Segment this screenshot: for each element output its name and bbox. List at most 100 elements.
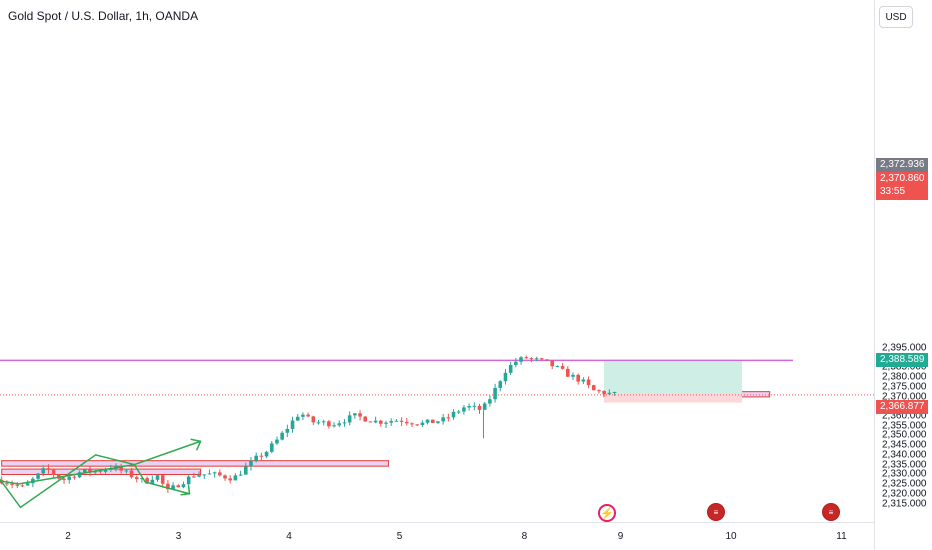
supply-demand-zone[interactable] [1, 460, 389, 467]
long-position-profit-zone[interactable] [603, 360, 743, 394]
time-tick-label: 8 [521, 531, 528, 542]
price-tick-label: 2,395.000 [882, 342, 927, 354]
bull-candle [493, 387, 497, 400]
bull-candle [482, 403, 487, 410]
bear-candle [145, 478, 149, 484]
time-tick-label: 4 [286, 531, 292, 542]
bear-candle [363, 416, 368, 422]
bull-candle [212, 472, 217, 474]
bar-countdown: 33:55 [880, 186, 906, 197]
pattern-arrowhead [190, 438, 202, 451]
us-flag-icon[interactable]: ≡ [822, 503, 840, 521]
bull-candle [269, 443, 274, 452]
bull-candle [394, 420, 399, 422]
bull-candle [150, 479, 155, 484]
bull-candle [155, 475, 160, 480]
zigzag-pattern[interactable] [0, 440, 201, 509]
lightning-icon[interactable]: ⚡ [598, 504, 616, 522]
bear-candle [72, 476, 77, 478]
bull-candle [571, 374, 575, 377]
bear-candle [306, 414, 310, 417]
bull-candle [425, 419, 430, 423]
price-tick-label: 2,370.000 [882, 391, 927, 403]
bull-candle [607, 392, 612, 395]
bull-candle [238, 474, 243, 476]
price-tick-label: 2,335.000 [882, 459, 927, 471]
bear-candle [477, 405, 482, 410]
bull-candle [472, 405, 477, 407]
prev-close-label: 2,372.936 [876, 158, 928, 172]
bear-candle [15, 484, 20, 486]
bear-candle [160, 475, 165, 484]
us-flag-icon[interactable]: ≡ [707, 503, 725, 521]
bear-candle [223, 475, 227, 479]
long-position-loss-zone[interactable] [603, 393, 743, 403]
bear-candle [166, 483, 170, 490]
bull-candle [503, 372, 508, 382]
bull-candle [519, 357, 523, 362]
bull-candle [456, 411, 461, 413]
bear-candle [134, 477, 139, 480]
bull-candle [555, 366, 560, 368]
last-price-label: 2,370.860 33:55 [876, 172, 928, 200]
bull-candle [295, 416, 300, 421]
bear-candle [176, 485, 181, 488]
bull-candle [207, 473, 212, 475]
bull-candle [77, 472, 82, 478]
bear-candle [119, 466, 123, 471]
bull-candle [508, 364, 513, 373]
bear-candle [404, 421, 409, 424]
bear-candle [379, 420, 383, 424]
currency-button[interactable]: USD [879, 6, 913, 28]
bull-candle [124, 470, 129, 472]
bull-candle [243, 466, 248, 475]
time-tick-label: 10 [725, 531, 737, 542]
bull-candle [186, 476, 191, 485]
symbol-title[interactable]: Gold Spot / U.S. Dollar, 1h, OANDA [8, 9, 199, 23]
bull-candle [498, 381, 503, 388]
bull-candle [264, 451, 269, 457]
bull-candle [249, 460, 253, 467]
bear-candle [311, 416, 316, 423]
bear-candle [62, 478, 66, 480]
bear-candle [399, 420, 404, 422]
bull-candle [316, 422, 321, 424]
price-tick-label: 2,380.000 [882, 371, 927, 383]
bear-candle [565, 368, 570, 377]
price-tick-label: 2,320.000 [882, 488, 927, 500]
bull-candle [373, 420, 378, 423]
bull-candle [233, 475, 238, 481]
bear-candle [368, 421, 373, 423]
bull-candle [290, 420, 295, 429]
bull-candle [420, 422, 425, 426]
bear-candle [430, 419, 435, 423]
bull-candle [389, 421, 394, 423]
zigzag-pattern[interactable] [0, 463, 190, 495]
bull-candle [534, 358, 539, 360]
price-tick-label: 2,330.000 [882, 468, 927, 480]
bear-candle [446, 417, 451, 419]
bear-candle [358, 413, 362, 417]
price-tick-label: 2,355.000 [882, 420, 927, 432]
bull-candle [436, 421, 440, 423]
bull-candle [280, 432, 284, 440]
bull-candle [488, 399, 492, 404]
bear-candle [327, 421, 331, 427]
bear-candle [545, 359, 549, 361]
bear-candle [5, 483, 9, 485]
bear-candle [410, 423, 414, 425]
time-tick-label: 9 [617, 531, 624, 542]
price-tick-label: 2,360.000 [882, 410, 927, 422]
bull-candle [384, 422, 388, 424]
bull-candle [514, 361, 518, 365]
bull-candle [82, 469, 87, 473]
bull-candle [337, 423, 342, 426]
bull-candle [254, 455, 258, 461]
bear-candle [20, 485, 25, 487]
bull-candle [301, 414, 305, 417]
bull-candle [612, 391, 617, 393]
bear-candle [560, 366, 565, 369]
bull-candle [275, 439, 279, 444]
